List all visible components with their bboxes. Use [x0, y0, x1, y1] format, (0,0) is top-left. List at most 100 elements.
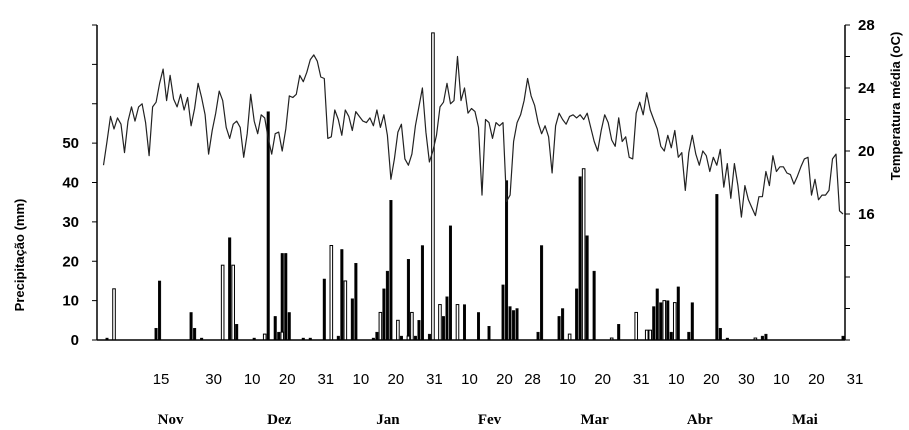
- precip-bar-open: [431, 32, 435, 341]
- x-tick-label: 31: [633, 371, 650, 388]
- x-tick-label: 10: [559, 371, 576, 388]
- precip-bar-filled: [515, 308, 519, 341]
- month-label: Fev: [478, 412, 502, 428]
- precip-bar-open: [220, 264, 225, 341]
- precip-bar-filled: [561, 308, 565, 341]
- precip-bar-filled: [235, 324, 239, 341]
- x-tick-label: 20: [703, 371, 720, 388]
- precip-bar-filled: [462, 304, 466, 341]
- left-tick-label: 50: [62, 135, 79, 152]
- right-tick-label: 28: [858, 17, 875, 34]
- x-tick-label: 20: [808, 371, 825, 388]
- precip-bar-filled: [158, 280, 162, 341]
- temperature-line: [102, 54, 844, 218]
- precip-bar-open: [644, 329, 649, 341]
- precip-bar-filled: [417, 320, 421, 341]
- x-tick-label: 30: [738, 371, 755, 388]
- precip-bar-filled: [666, 300, 670, 341]
- month-label: Abr: [687, 412, 713, 428]
- precip-bar-filled: [273, 316, 277, 341]
- precip-bar-open: [378, 311, 383, 341]
- precip-bar-filled: [266, 111, 270, 341]
- precip-bar-filled: [228, 237, 232, 341]
- precip-bar-filled: [354, 263, 358, 341]
- left-tick-label: 0: [71, 332, 79, 349]
- precip-bar-filled: [690, 302, 694, 341]
- precip-bar-filled: [375, 331, 379, 341]
- right-tick-label: 20: [858, 143, 875, 160]
- precip-bar-filled: [487, 326, 491, 341]
- precip-bar-filled: [652, 306, 656, 341]
- month-label: Dez: [267, 412, 291, 428]
- precip-bar-filled: [508, 306, 512, 341]
- precip-bar-filled: [715, 194, 719, 341]
- precip-bar-filled: [501, 284, 505, 341]
- right-axis-title: Temperatura média (oC): [888, 32, 903, 181]
- right-y-axis-ticks: 16 20 24 28: [845, 17, 875, 341]
- precip-bar-filled: [287, 312, 291, 341]
- month-labels: Nov Dez Jan Fev Mar Abr Mai: [158, 412, 818, 428]
- precip-bar-filled: [193, 327, 197, 341]
- precip-bar-open: [410, 311, 414, 341]
- precip-bar-open: [581, 168, 586, 341]
- precip-bar-filled: [420, 245, 424, 341]
- precipitation-bars: [105, 32, 845, 341]
- left-tick-label: 40: [62, 175, 79, 192]
- precip-bar-filled: [512, 310, 516, 341]
- precip-bar-open: [329, 245, 334, 341]
- precip-bar-filled: [189, 312, 193, 341]
- x-tick-label: 31: [847, 371, 864, 388]
- x-tick-label: 20: [388, 371, 405, 388]
- x-tick-label: 20: [594, 371, 611, 388]
- precip-bar-filled: [557, 316, 561, 341]
- x-tick-label: 10: [244, 371, 261, 388]
- precip-bar-open: [262, 333, 267, 341]
- precip-bar-filled: [669, 331, 673, 341]
- month-label: Mar: [580, 412, 609, 428]
- precip-bar-filled: [389, 200, 393, 341]
- x-tick-label: 10: [668, 371, 685, 388]
- precip-bar-open: [567, 333, 572, 341]
- left-y-axis-ticks: 0 10 20 30 40 50: [62, 24, 97, 349]
- x-tick-label: 10: [461, 371, 478, 388]
- right-tick-label: 16: [858, 206, 875, 223]
- precip-bar-filled: [477, 312, 481, 341]
- precip-bar-filled: [340, 249, 344, 341]
- precip-bar-open: [438, 304, 442, 341]
- precip-bar-filled: [578, 176, 582, 341]
- x-tick-label: 28: [524, 371, 541, 388]
- month-label: Jan: [376, 412, 400, 428]
- precip-bar-filled: [280, 253, 284, 341]
- precip-bar-open: [648, 329, 653, 341]
- x-tick-label: 20: [279, 371, 296, 388]
- left-tick-label: 20: [62, 253, 79, 270]
- precip-bar-open: [672, 302, 677, 341]
- precip-bar-filled: [445, 296, 449, 341]
- precip-bar-open: [112, 288, 116, 341]
- precip-bar-filled: [764, 333, 768, 341]
- precip-bar-filled: [382, 288, 386, 341]
- precip-bar-filled: [350, 298, 354, 341]
- x-tick-label: 15: [153, 371, 170, 388]
- precip-bar-open: [634, 311, 639, 341]
- precip-bar-filled: [441, 316, 445, 341]
- x-tick-label: 20: [496, 371, 513, 388]
- precip-bar-open: [662, 300, 667, 341]
- x-tick-label: 31: [317, 371, 334, 388]
- precip-bar-filled: [676, 286, 680, 341]
- precip-bar-filled: [655, 288, 659, 341]
- precip-bar-filled: [540, 245, 544, 341]
- precip-bar-filled: [687, 331, 691, 341]
- right-tick-label: 24: [858, 80, 875, 97]
- left-tick-label: 10: [62, 293, 79, 310]
- precip-bar-filled: [505, 180, 509, 341]
- temperature-series: [102, 54, 844, 218]
- precip-bar-open: [280, 331, 285, 341]
- precip-bar-filled: [322, 278, 326, 341]
- precip-bar-filled: [575, 288, 579, 341]
- precip-bar-open: [231, 264, 235, 341]
- precip-bar-filled: [277, 331, 281, 341]
- x-axis-ticks: 15 30 10 20 31 10 20 31 10 20 28 10 20 31 10 20 30 10 20 31: [153, 371, 864, 388]
- precip-bar-filled: [718, 327, 722, 341]
